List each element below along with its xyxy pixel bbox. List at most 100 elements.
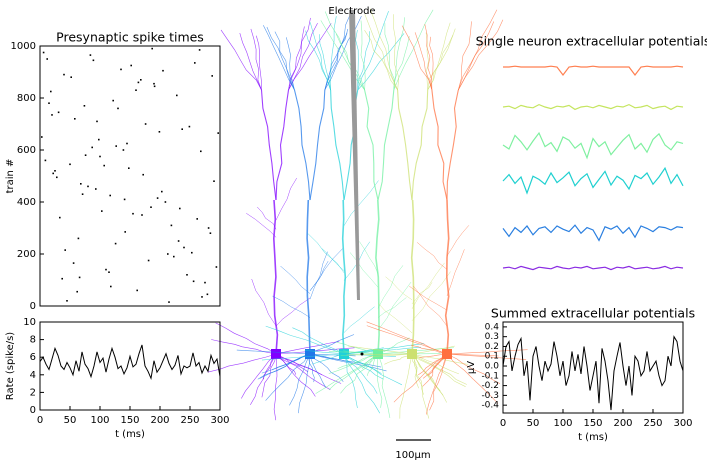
tuft	[427, 28, 456, 91]
basal	[337, 353, 379, 369]
basal	[419, 353, 448, 358]
basal	[275, 353, 331, 390]
spike	[150, 206, 152, 208]
basal	[309, 353, 387, 372]
oblique	[309, 251, 328, 300]
spike	[91, 146, 93, 149]
oblique	[411, 282, 433, 305]
spike	[44, 159, 47, 162]
y-tick-label: 0	[30, 405, 36, 416]
spike	[153, 85, 156, 88]
basal	[261, 353, 345, 361]
x-tick-label: 50	[64, 415, 77, 426]
oblique	[275, 177, 298, 221]
x-tick-label: 250	[643, 418, 662, 429]
spike	[130, 64, 132, 67]
basal	[376, 353, 383, 408]
y-tick-label: -0.4	[481, 401, 499, 411]
spike	[122, 149, 125, 151]
tuft	[393, 36, 410, 91]
tuft	[427, 22, 451, 91]
spike	[80, 183, 82, 185]
spike	[144, 123, 147, 125]
data-line	[502, 335, 684, 411]
basal	[309, 353, 327, 388]
spike	[137, 81, 140, 84]
tuft	[357, 10, 389, 91]
spike	[176, 94, 178, 97]
electrode-label: Electrode	[328, 6, 375, 17]
x-tick-label: 100	[553, 418, 572, 429]
tuft	[305, 30, 331, 91]
tuft	[414, 32, 433, 91]
spike	[110, 285, 112, 288]
spike	[98, 138, 100, 141]
basal	[377, 353, 391, 418]
spike	[76, 290, 78, 293]
spike	[161, 190, 163, 193]
spike	[101, 210, 103, 212]
y-tick-label: -0.2	[481, 381, 499, 391]
tuft	[393, 9, 434, 91]
basal	[298, 353, 311, 414]
trace	[502, 131, 684, 160]
basal	[265, 325, 345, 355]
spike	[123, 198, 126, 201]
spike	[66, 300, 68, 302]
basal	[399, 353, 413, 419]
tuft	[357, 31, 370, 91]
tuft	[288, 26, 305, 91]
spike	[54, 170, 56, 172]
tuft	[288, 22, 318, 91]
trace	[502, 103, 684, 111]
oblique	[251, 278, 277, 326]
basal	[309, 334, 355, 355]
apical-branch	[330, 89, 345, 201]
y-tick-label: 400	[17, 197, 36, 208]
oblique	[257, 206, 277, 230]
spike	[50, 90, 52, 93]
tuft	[393, 14, 400, 91]
spike	[183, 246, 185, 249]
soma	[271, 349, 281, 359]
spike	[215, 266, 218, 268]
spike	[168, 301, 170, 303]
y-tick-label: 6	[30, 352, 36, 363]
oblique	[377, 265, 404, 309]
basal	[343, 353, 381, 414]
spike	[114, 242, 117, 245]
x-tick-label: 300	[673, 418, 692, 429]
apical-branch	[260, 89, 277, 201]
basal	[446, 353, 499, 357]
basal	[411, 353, 467, 385]
spike	[167, 253, 169, 255]
trace	[503, 65, 684, 76]
oblique	[272, 295, 311, 318]
spike	[78, 276, 81, 279]
neuron	[207, 17, 355, 421]
apical-branch	[446, 89, 459, 201]
spike	[128, 167, 130, 169]
tuft	[266, 26, 295, 91]
basal	[215, 322, 277, 355]
oblique	[309, 248, 343, 291]
basal	[411, 353, 466, 387]
apical-branch	[377, 89, 395, 201]
apical-trunk	[306, 199, 311, 355]
spike	[72, 262, 75, 264]
spike	[135, 89, 137, 91]
tuft	[384, 23, 395, 91]
spike	[164, 201, 167, 203]
oblique	[377, 281, 412, 331]
basal	[410, 345, 448, 355]
spike	[192, 280, 195, 283]
oblique	[411, 271, 451, 321]
oblique	[343, 180, 379, 226]
y-tick-label: 0.3	[485, 332, 499, 342]
spike	[48, 102, 50, 104]
trace	[502, 166, 684, 195]
spike	[42, 51, 45, 54]
y-tick-label: 0	[30, 301, 36, 312]
plot-frame	[39, 45, 221, 307]
tuft	[393, 17, 405, 91]
